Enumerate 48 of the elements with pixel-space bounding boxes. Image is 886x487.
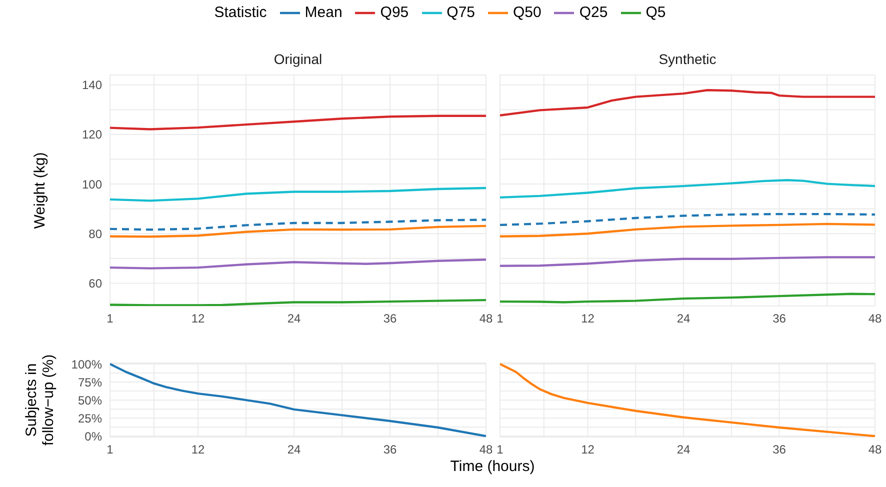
line-series [110, 218, 486, 231]
x-tick-label: 12 [581, 442, 595, 457]
x-tick-label: 1 [496, 312, 504, 326]
line-series [110, 186, 486, 202]
x-tick-label: 36 [383, 312, 397, 326]
x-tick-label: 12 [191, 312, 205, 326]
y-tick-label: 120 [82, 128, 102, 142]
line-series [110, 363, 486, 437]
x-tick-label: 1 [106, 312, 114, 326]
x-tick-label: 24 [287, 312, 301, 326]
chart-title: Synthetic [658, 51, 718, 67]
x-tick-label: 1 [496, 442, 504, 457]
legend-label: Q5 [646, 4, 666, 21]
y-tick-label: 80 [88, 226, 102, 241]
x-tick-label: 12 [191, 442, 205, 457]
y-tick-label: 25% [78, 411, 102, 426]
x-tick-label: 24 [676, 312, 691, 326]
line-series [110, 258, 486, 270]
y-axis-title: Weight (kg) [31, 152, 48, 229]
x-tick-label: 36 [772, 442, 786, 457]
y-tick-label: 60 [88, 276, 102, 290]
legend-label: Q50 [513, 4, 542, 21]
legend-label: Q75 [446, 4, 476, 21]
legend-title: Statistic [214, 4, 267, 21]
x-tick-label: 36 [772, 312, 786, 326]
legend-label: Q25 [579, 4, 608, 21]
x-tick-label: 12 [581, 312, 595, 326]
x-tick-label: 24 [287, 442, 301, 457]
x-tick-label: 36 [383, 442, 397, 457]
x-tick-label: 1 [106, 442, 114, 457]
line-series [110, 114, 486, 130]
x-tick-label: 48 [479, 442, 493, 457]
legend-label: Q95 [380, 4, 409, 21]
y-tick-label: 75% [78, 375, 102, 390]
x-tick-label: 48 [479, 312, 493, 326]
y-tick-label: 0% [84, 429, 102, 444]
x-tick-label: 48 [868, 312, 882, 326]
line-series [110, 224, 486, 238]
x-tick-label: 24 [676, 442, 691, 457]
y-tick-label: 50% [78, 393, 102, 408]
y-tick-label: 100 [82, 177, 102, 192]
legend-label: Mean [304, 4, 342, 21]
chart-title: Original [272, 51, 324, 67]
x-axis-title: Time (hours) [449, 458, 536, 475]
y-tick-label: 100% [71, 357, 102, 372]
y-tick-label: 140 [82, 78, 102, 92]
x-tick-label: 48 [868, 442, 882, 457]
y-axis-title: Subjects in follow−up (%) [23, 353, 57, 448]
